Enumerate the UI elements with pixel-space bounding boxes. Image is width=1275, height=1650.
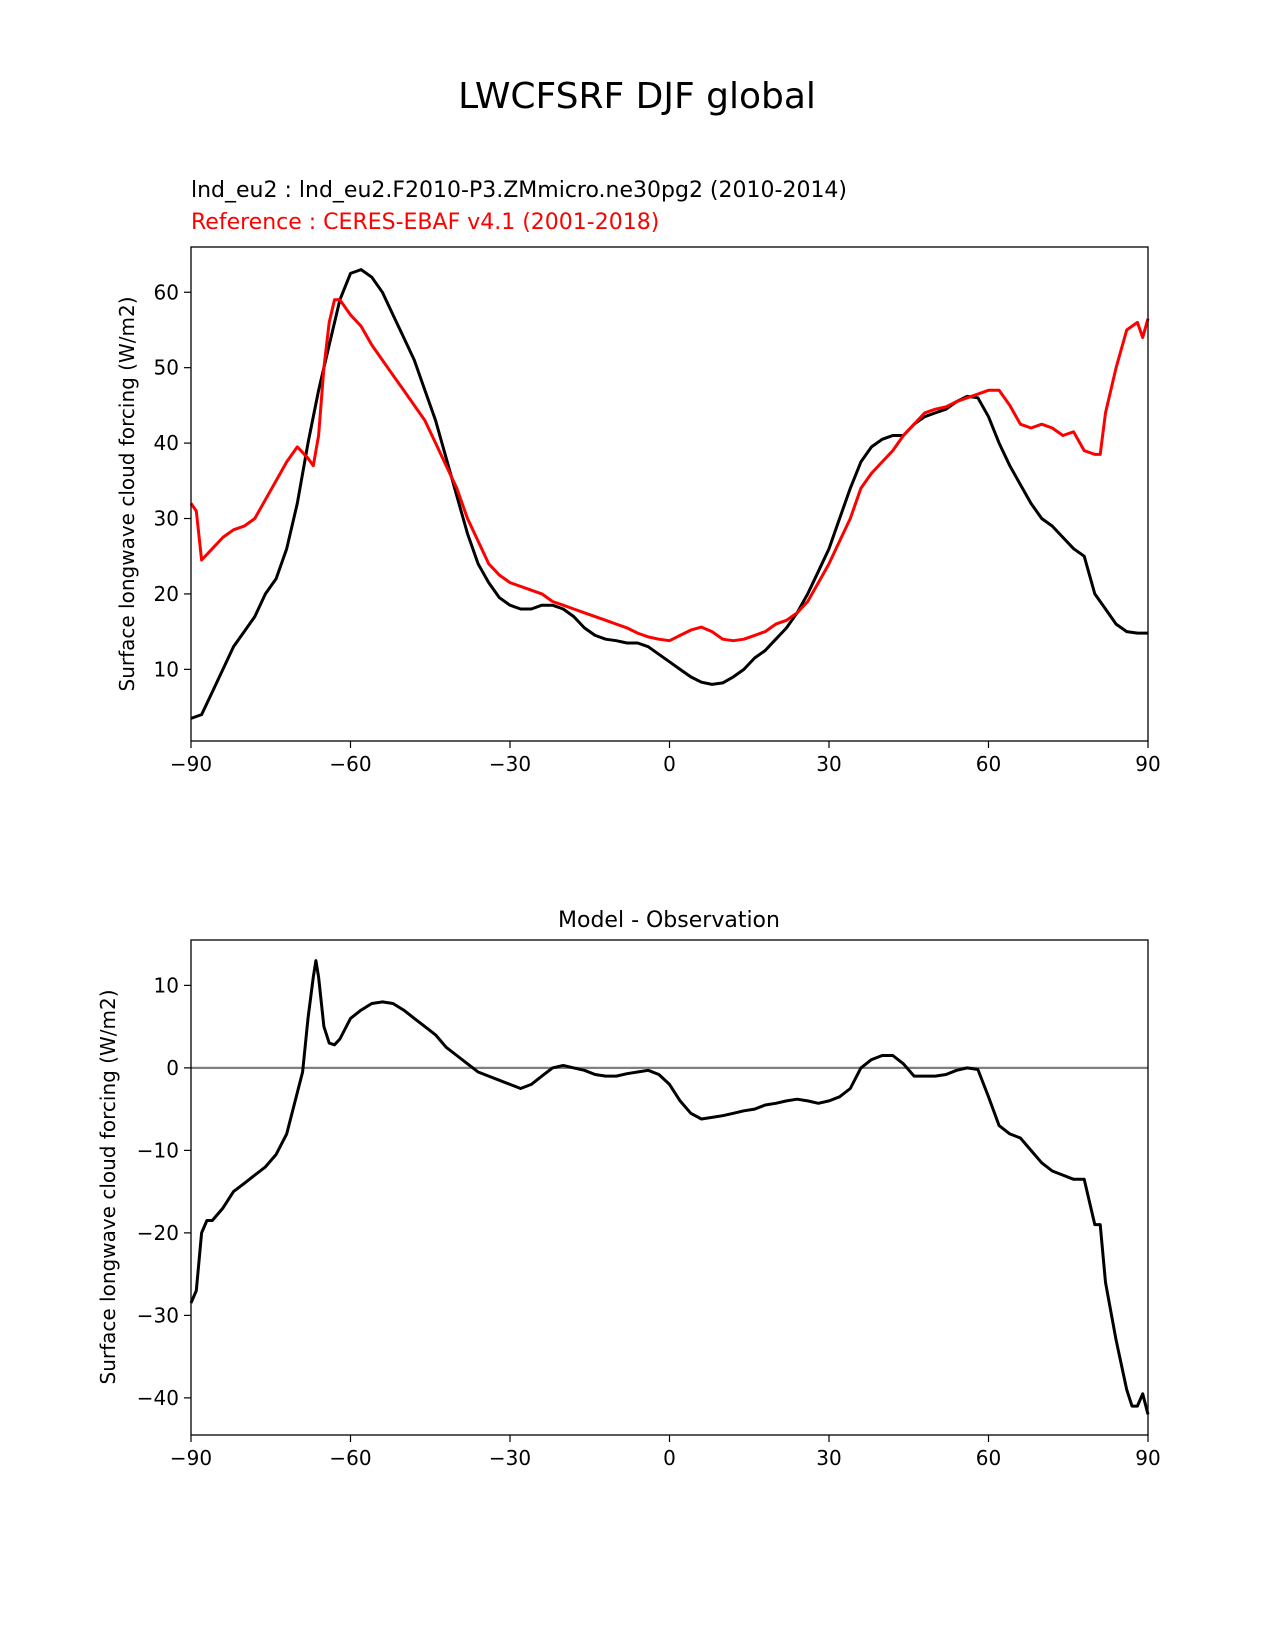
top-xtick-label: −30 xyxy=(489,752,531,776)
test-label: lnd_eu2 : lnd_eu2.F2010-P3.ZMmicro.ne30p… xyxy=(191,178,847,203)
bottom-panel: Model - Observation Surface longwave clo… xyxy=(96,908,1161,1470)
bottom-xtick-label: 0 xyxy=(663,1446,676,1470)
top-ytick-label: 30 xyxy=(154,507,179,531)
bottom-xtick-label: −30 xyxy=(489,1446,531,1470)
reference-label: Reference : CERES-EBAF v4.1 (2001-2018) xyxy=(191,210,659,235)
bottom-xtick-label: −60 xyxy=(329,1446,371,1470)
bottom-ylabel: Surface longwave cloud forcing (W/m2) xyxy=(96,989,120,1384)
top-ytick-label: 10 xyxy=(154,657,179,681)
figure-title: LWCFSRF DJF global xyxy=(458,76,816,117)
top-xtick-label: −60 xyxy=(329,752,371,776)
top-xtick-label: 90 xyxy=(1135,752,1160,776)
top-test-line xyxy=(190,268,1148,720)
top-xtick-label: 30 xyxy=(816,752,841,776)
top-ytick-label: 50 xyxy=(154,356,179,380)
top-ytick-label: 20 xyxy=(154,582,179,606)
bottom-ytick-label: −20 xyxy=(137,1221,179,1245)
top-plot-area: −90 −60 −30 0 30 60 90 10 20 30 40 50 60 xyxy=(154,268,1161,776)
top-axes-frame xyxy=(190,246,1149,742)
bottom-axes-frame xyxy=(190,939,1149,1436)
top-xtick-label: −90 xyxy=(170,752,212,776)
bottom-title: Model - Observation xyxy=(558,908,780,933)
bottom-ytick-label: 0 xyxy=(166,1056,179,1080)
bottom-ytick-label: −10 xyxy=(137,1138,179,1162)
top-ylabel: Surface longwave cloud forcing (W/m2) xyxy=(115,296,139,691)
top-xtick-label: 0 xyxy=(663,752,676,776)
top-panel: lnd_eu2 : lnd_eu2.F2010-P3.ZMmicro.ne30p… xyxy=(115,178,1161,776)
bottom-xtick-label: 90 xyxy=(1135,1446,1160,1470)
top-ytick-label: 40 xyxy=(154,431,179,455)
bottom-ytick-label: −30 xyxy=(137,1303,179,1327)
top-reference-line xyxy=(189,298,1150,643)
top-xtick-label: 60 xyxy=(976,752,1001,776)
bottom-ytick-label: 10 xyxy=(154,973,179,997)
top-ytick-label: 60 xyxy=(154,280,179,304)
bottom-ytick-label: −40 xyxy=(137,1386,179,1410)
bottom-xtick-label: 60 xyxy=(976,1446,1001,1470)
bottom-plot-area: −90 −60 −30 0 30 60 90 −40 −30 −20 −10 0 10 xyxy=(137,959,1161,1470)
bottom-difference-line xyxy=(189,959,1150,1415)
bottom-xtick-label: 30 xyxy=(816,1446,841,1470)
bottom-xtick-label: −90 xyxy=(170,1446,212,1470)
